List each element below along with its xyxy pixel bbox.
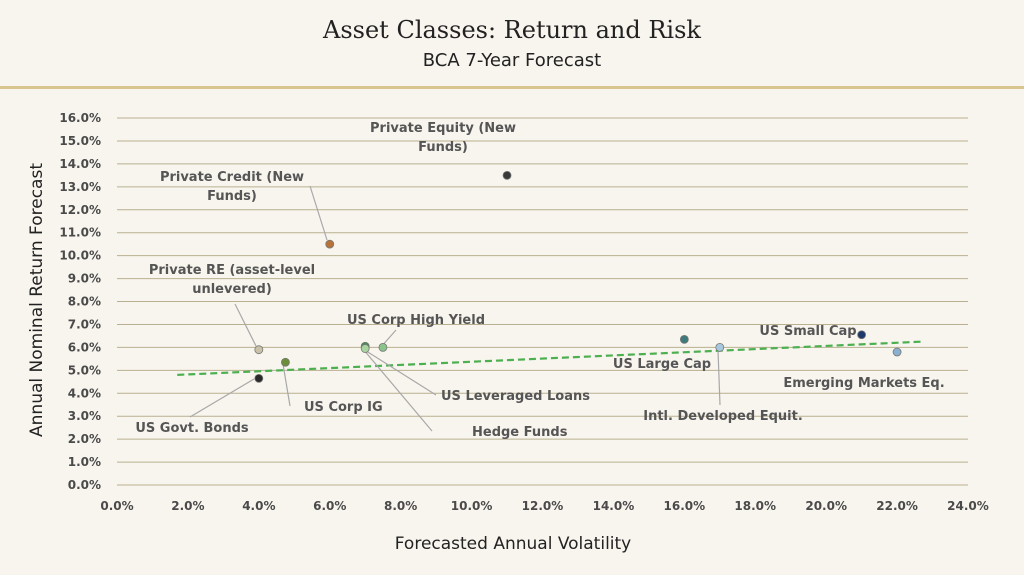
y-tick-label: 4.0%: [68, 386, 101, 400]
data-point: [378, 342, 388, 352]
point-label-line: Funds): [207, 189, 257, 204]
chart-subtitle: BCA 7-Year Forecast: [422, 50, 602, 71]
point-label: Intl. Developed Equit.: [643, 409, 803, 424]
y-tick-label: 6.0%: [68, 340, 101, 354]
point-label-line: Private Credit (New: [160, 170, 304, 185]
point-label-line: Funds): [418, 140, 468, 155]
data-point: [360, 344, 370, 353]
x-tick-label: 14.0%: [593, 499, 635, 513]
data-point: [281, 357, 290, 367]
point-label: US Leveraged Loans: [441, 389, 590, 404]
point-label: Private Equity (New Funds): [370, 121, 516, 155]
leader-line: [282, 363, 291, 407]
y-tick-label: 5.0%: [68, 363, 101, 377]
x-tick-label: 20.0%: [805, 499, 847, 513]
point-label: Private RE (asset-level unlevered): [149, 263, 315, 297]
x-tick-label: 4.0%: [242, 499, 275, 513]
data-point: [254, 373, 264, 383]
y-axis-title: Annual Nominal Return Forecast: [27, 163, 47, 437]
point-label-line: Emerging Markets Eq.: [783, 376, 944, 391]
y-tick-label: 13.0%: [59, 180, 101, 194]
y-tick-label: 10.0%: [59, 249, 101, 263]
point-label-line: Private RE (asset-level: [149, 263, 315, 278]
y-tick-label: 15.0%: [59, 134, 101, 148]
x-axis-title: Forecasted Annual Volatility: [395, 534, 632, 554]
data-point: [325, 239, 335, 249]
data-point: [857, 330, 867, 340]
leader-line: [309, 185, 328, 241]
data-point: [254, 345, 264, 355]
x-tick-label: 0.0%: [100, 499, 133, 513]
y-tick-label: 1.0%: [68, 455, 101, 469]
point-label: Emerging Markets Eq.: [783, 376, 944, 391]
y-tick-label: 9.0%: [68, 272, 101, 286]
point-label: US Corp IG: [304, 400, 383, 415]
point-label-line: US Govt. Bonds: [135, 421, 249, 436]
point-label-line: unlevered): [192, 282, 272, 297]
leader-line: [189, 378, 255, 418]
point-label-line: Private Equity (New: [370, 121, 516, 136]
x-tick-label: 10.0%: [451, 499, 493, 513]
point-label: US Govt. Bonds: [135, 421, 249, 436]
y-tick-label: 16.0%: [59, 111, 101, 125]
point-label: US Large Cap: [613, 357, 711, 372]
chart-title: Asset Classes: Return and Risk: [323, 16, 701, 44]
point-label-line: Intl. Developed Equit.: [643, 409, 803, 424]
point-label-line: US Small Cap: [759, 324, 856, 339]
y-tick-label: 2.0%: [68, 432, 101, 446]
y-tick-label: 12.0%: [59, 203, 101, 217]
point-label-line: US Leveraged Loans: [441, 389, 590, 404]
x-tick-label: 6.0%: [313, 499, 346, 513]
y-tick-label: 7.0%: [68, 317, 101, 331]
x-tick-label: 16.0%: [664, 499, 706, 513]
point-label-line: US Large Cap: [613, 357, 711, 372]
x-tick-label: 2.0%: [171, 499, 204, 513]
point-label: US Corp High Yield: [347, 313, 485, 328]
leader-line: [362, 348, 433, 432]
y-tick-label: 11.0%: [59, 226, 101, 240]
point-label-line: Hedge Funds: [472, 425, 568, 440]
data-point: [892, 347, 902, 357]
x-axis-ticks: 0.0% 2.0% 4.0% 6.0% 8.0% 10.0% 12.0% 14.0% 16.0%…: [100, 499, 988, 513]
trendline: [177, 340, 922, 376]
header-divider: [0, 86, 1024, 89]
leader-line: [362, 348, 437, 396]
data-points: [254, 170, 902, 383]
point-label-line: US Corp IG: [304, 400, 383, 415]
point-labels: Private Equity (New Funds)Private Credit …: [135, 121, 944, 440]
x-tick-label: 18.0%: [734, 499, 776, 513]
leader-lines: [189, 185, 721, 432]
chart-header: Asset Classes: Return and Risk BCA 7-Yea…: [0, 0, 1024, 86]
point-label: Private Credit (New Funds): [160, 170, 304, 204]
data-point: [502, 170, 512, 180]
x-tick-label: 24.0%: [947, 499, 989, 513]
leader-line: [717, 349, 721, 406]
x-tick-label: 8.0%: [384, 499, 417, 513]
x-tick-label: 12.0%: [522, 499, 564, 513]
data-point: [715, 342, 725, 352]
point-label: US Small Cap: [759, 324, 856, 339]
point-label-line: US Corp High Yield: [347, 313, 485, 328]
point-label: Hedge Funds: [472, 425, 568, 440]
x-tick-label: 22.0%: [876, 499, 918, 513]
y-axis-ticks: 0.0% 1.0% 2.0% 3.0% 4.0% 5.0% 6.0% 7.0% 8.0% 9.0%…: [59, 111, 101, 492]
trendline-group: [177, 340, 922, 376]
y-tick-label: 3.0%: [68, 409, 101, 423]
y-tick-label: 0.0%: [68, 478, 101, 492]
leader-line: [234, 303, 257, 347]
y-tick-label: 8.0%: [68, 295, 101, 309]
data-point: [679, 334, 689, 344]
y-tick-label: 14.0%: [59, 157, 101, 171]
